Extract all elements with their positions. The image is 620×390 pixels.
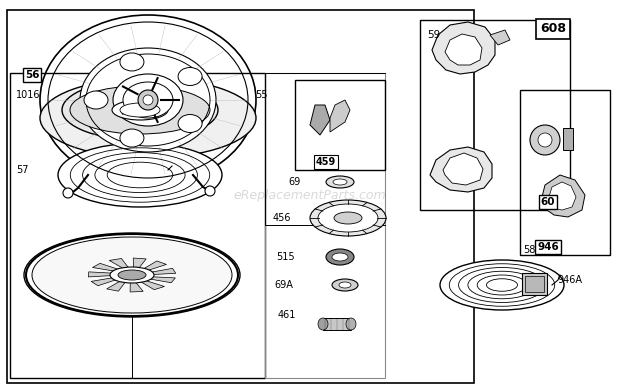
Ellipse shape: [70, 86, 210, 134]
Text: 515: 515: [276, 252, 294, 262]
Bar: [563, 128, 573, 150]
Ellipse shape: [123, 82, 173, 118]
Text: 946A: 946A: [557, 275, 582, 285]
Polygon shape: [130, 280, 143, 292]
Ellipse shape: [32, 237, 232, 313]
Text: 461: 461: [278, 310, 296, 320]
Polygon shape: [432, 22, 495, 74]
Bar: [520, 90, 610, 255]
Text: 946: 946: [537, 242, 559, 252]
Bar: [323, 318, 351, 330]
Ellipse shape: [318, 318, 328, 330]
Ellipse shape: [62, 80, 218, 140]
Text: 57: 57: [16, 165, 29, 175]
Ellipse shape: [178, 67, 202, 85]
Ellipse shape: [40, 78, 256, 158]
Text: 59: 59: [427, 30, 440, 40]
Text: 608: 608: [540, 23, 566, 35]
Bar: [295, 80, 385, 170]
Polygon shape: [330, 100, 350, 132]
Ellipse shape: [339, 282, 351, 288]
Polygon shape: [445, 34, 482, 65]
Text: 459: 459: [316, 157, 336, 167]
Ellipse shape: [326, 176, 354, 188]
Text: 69: 69: [288, 177, 300, 187]
Polygon shape: [490, 30, 510, 45]
Ellipse shape: [118, 270, 146, 280]
Bar: [420, 20, 570, 210]
Ellipse shape: [84, 91, 108, 109]
Polygon shape: [92, 263, 124, 272]
Text: 58: 58: [523, 245, 536, 255]
Ellipse shape: [332, 253, 348, 261]
Ellipse shape: [112, 100, 168, 120]
Ellipse shape: [334, 212, 362, 224]
Ellipse shape: [24, 233, 240, 317]
Bar: [522, 273, 547, 295]
Ellipse shape: [440, 260, 564, 310]
Ellipse shape: [58, 143, 222, 207]
Polygon shape: [88, 272, 120, 277]
Polygon shape: [91, 277, 122, 286]
Text: 69A: 69A: [274, 280, 293, 290]
Ellipse shape: [110, 267, 154, 283]
Bar: [265, 73, 385, 378]
Ellipse shape: [333, 179, 347, 185]
Ellipse shape: [326, 249, 354, 265]
Ellipse shape: [113, 74, 183, 126]
Bar: [10, 73, 265, 378]
Ellipse shape: [80, 48, 216, 152]
Polygon shape: [137, 279, 164, 290]
Bar: [7, 10, 474, 383]
Text: 55: 55: [255, 90, 267, 100]
Circle shape: [530, 125, 560, 155]
Polygon shape: [310, 105, 330, 135]
Polygon shape: [540, 175, 585, 217]
Polygon shape: [107, 279, 127, 291]
Ellipse shape: [310, 200, 386, 236]
Ellipse shape: [120, 103, 160, 117]
Circle shape: [138, 90, 158, 110]
Ellipse shape: [40, 15, 256, 185]
Text: 60: 60: [541, 197, 556, 207]
Ellipse shape: [318, 204, 378, 232]
Bar: [525, 276, 544, 292]
Polygon shape: [548, 182, 576, 210]
Polygon shape: [143, 268, 176, 275]
Circle shape: [143, 95, 153, 105]
Polygon shape: [443, 153, 483, 185]
Ellipse shape: [120, 53, 144, 71]
Ellipse shape: [120, 129, 144, 147]
Text: 1016: 1016: [16, 90, 40, 100]
Circle shape: [538, 133, 552, 147]
Ellipse shape: [178, 115, 202, 133]
Text: eReplacementParts.com: eReplacementParts.com: [234, 188, 386, 202]
Polygon shape: [430, 147, 492, 192]
Ellipse shape: [346, 318, 356, 330]
Circle shape: [205, 186, 215, 196]
Circle shape: [63, 188, 73, 198]
Text: 456: 456: [273, 213, 291, 223]
Polygon shape: [109, 259, 130, 271]
Ellipse shape: [332, 279, 358, 291]
Polygon shape: [133, 258, 146, 270]
Polygon shape: [142, 277, 175, 283]
Polygon shape: [140, 261, 166, 272]
Text: 56: 56: [25, 70, 39, 80]
